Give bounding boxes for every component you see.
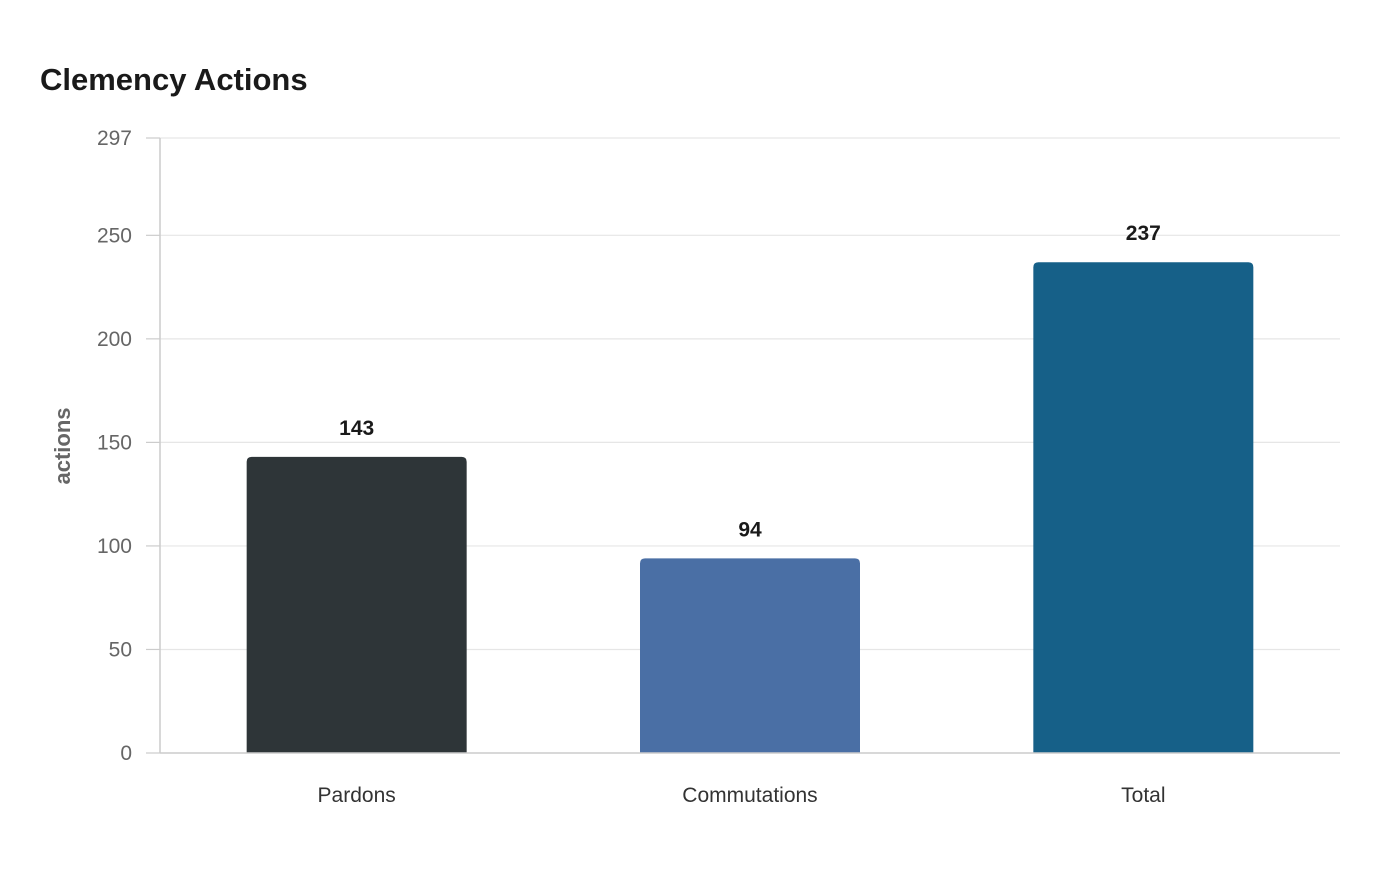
y-tick-label: 250 (97, 224, 132, 247)
y-tick-label: 0 (120, 742, 132, 765)
x-tick-label-commutations: Commutations (682, 784, 817, 807)
y-tick-label: 150 (97, 431, 132, 454)
bar-total (1033, 262, 1254, 753)
x-tick-label-total: Total (1121, 784, 1165, 807)
data-labels: 143 94 237 (339, 222, 1161, 541)
x-tick-label-pardons: Pardons (318, 784, 396, 807)
y-tick-label: 200 (97, 328, 132, 351)
y-axis: 0 50 100 150 200 250 297 (97, 127, 161, 765)
y-tick-label: 297 (97, 127, 132, 150)
data-label-pardons: 143 (339, 417, 374, 440)
y-tick-label: 50 (109, 638, 132, 661)
y-axis-title: actions (50, 407, 75, 484)
chart-title: Clemency Actions (40, 62, 308, 97)
data-label-total: 237 (1126, 222, 1161, 245)
y-tick-label: 100 (97, 535, 132, 558)
data-label-commutations: 94 (738, 518, 762, 541)
x-axis: Pardons Commutations Total (160, 752, 1340, 807)
bar-pardons (246, 456, 467, 753)
bar-commutations (640, 558, 860, 753)
bars (246, 262, 1254, 753)
